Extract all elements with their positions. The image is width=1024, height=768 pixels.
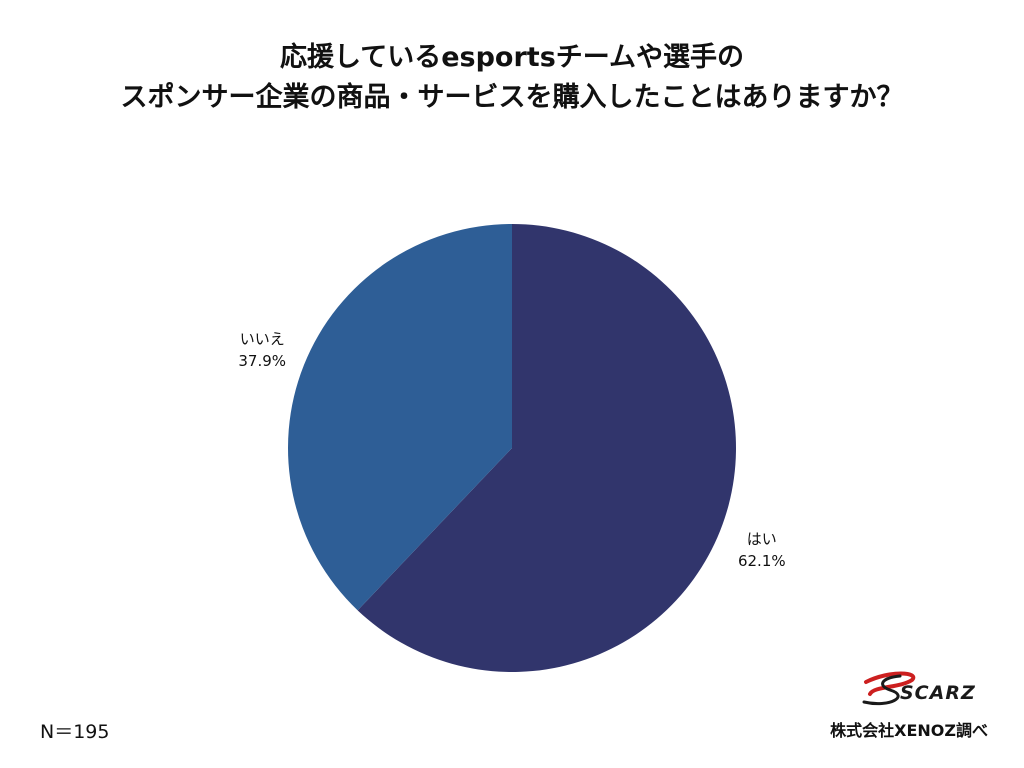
pie-slice-1 <box>357 224 736 673</box>
scarz-logo: SCARZ <box>862 671 976 706</box>
source-note: 株式会社XENOZ調べ <box>830 721 988 740</box>
pie-slice-2-category-label: いいえ <box>240 330 285 348</box>
chart-title: 応援しているesportsチームや選手の スポンサー企業の商品・サービスを購入し… <box>0 38 1024 118</box>
pie-slices <box>288 224 736 673</box>
pie-slice-1-category-label: はい <box>747 530 777 548</box>
logo-swoosh-red <box>864 671 916 696</box>
pie-slice-2 <box>288 224 512 611</box>
pie-slice-2-value-label: 37.9% <box>238 352 286 370</box>
logo-swoosh-dark <box>862 674 902 706</box>
chart-title-line-1: 応援しているesportsチームや選手の <box>280 42 744 73</box>
chart-title-line-2: スポンサー企業の商品・サービスを購入したことはありますか？ <box>120 82 904 113</box>
sample-size: N＝195 <box>40 721 110 743</box>
pie-labels: はい 62.1% いいえ 37.9% <box>238 330 785 570</box>
logo-text: SCARZ <box>900 682 976 704</box>
pie-slice-1-value-label: 62.1% <box>738 552 786 570</box>
